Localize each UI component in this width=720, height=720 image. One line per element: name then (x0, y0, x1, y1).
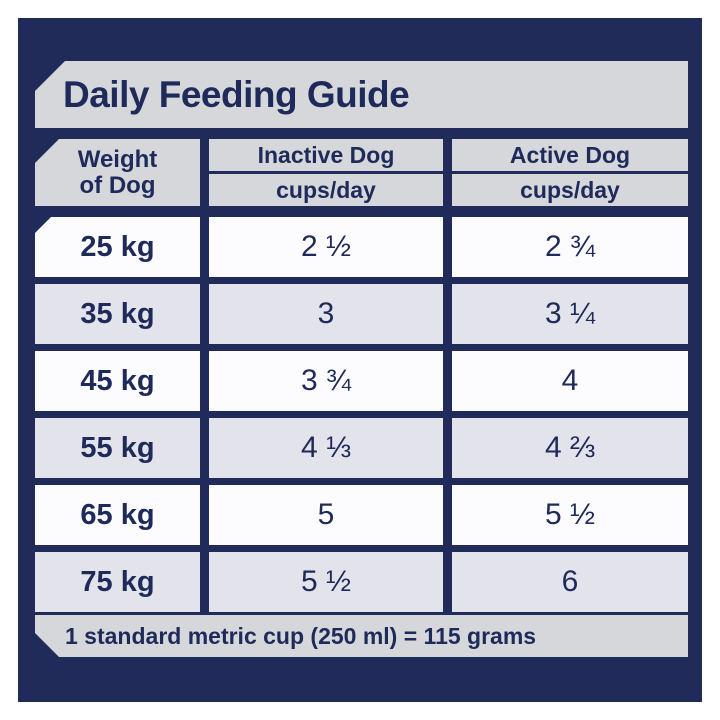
cup-conversion-note: 1 standard metric cup (250 ml) = 115 gra… (65, 622, 537, 649)
weight-cell: 65 kg (35, 485, 200, 545)
inactive-value-cell: 3 (209, 284, 443, 344)
inactive-dog-label: Inactive Dog (209, 139, 443, 171)
active-value-cell: 4 (452, 351, 688, 411)
active-value-cell: 4 ⅔ (452, 418, 688, 478)
inactive-value-cell: 3 ¾ (209, 351, 443, 411)
weight-cell: 25 kg (35, 217, 200, 277)
header-divider (209, 171, 443, 174)
page-title: Daily Feeding Guide (63, 73, 410, 115)
inactive-value-cell: 5 ½ (209, 552, 443, 612)
weight-of-dog-header-cell: Weight of Dog (35, 139, 200, 206)
inactive-value-cell: 4 ⅓ (209, 418, 443, 478)
weight-cell: 55 kg (35, 418, 200, 478)
inactive-value-cell: 2 ½ (209, 217, 443, 277)
weight-cell: 35 kg (35, 284, 200, 344)
inactive-dog-column-header: Inactive Dog cups/day (209, 139, 443, 206)
active-value-cell: 3 ¼ (452, 284, 688, 344)
inactive-value-cell: 5 (209, 485, 443, 545)
table-header-row: Weight of Dog Inactive Dog cups/day Acti… (35, 139, 688, 206)
active-dog-column-header: Active Dog cups/day (452, 139, 688, 206)
weight-cell: 75 kg (35, 552, 200, 612)
table-body: 25 kg 2 ½ 2 ¾ 35 kg 3 3 ¼ 45 kg 3 ¾ 4 55… (35, 217, 688, 612)
feeding-guide-panel: Daily Feeding Guide Weight of Dog Inacti… (18, 18, 702, 702)
title-banner: Daily Feeding Guide (35, 61, 688, 128)
weight-cell: 45 kg (35, 351, 200, 411)
active-dog-label: Active Dog (452, 139, 688, 171)
active-value-cell: 5 ½ (452, 485, 688, 545)
footer-note-banner: 1 standard metric cup (250 ml) = 115 gra… (35, 615, 688, 657)
inactive-cups-per-day-label: cups/day (209, 174, 443, 206)
header-divider (452, 171, 688, 174)
weight-header-line1: Weight (77, 146, 158, 174)
active-value-cell: 6 (452, 552, 688, 612)
active-value-cell: 2 ¾ (452, 217, 688, 277)
active-cups-per-day-label: cups/day (452, 174, 688, 206)
weight-header-line2: of Dog (79, 171, 156, 199)
